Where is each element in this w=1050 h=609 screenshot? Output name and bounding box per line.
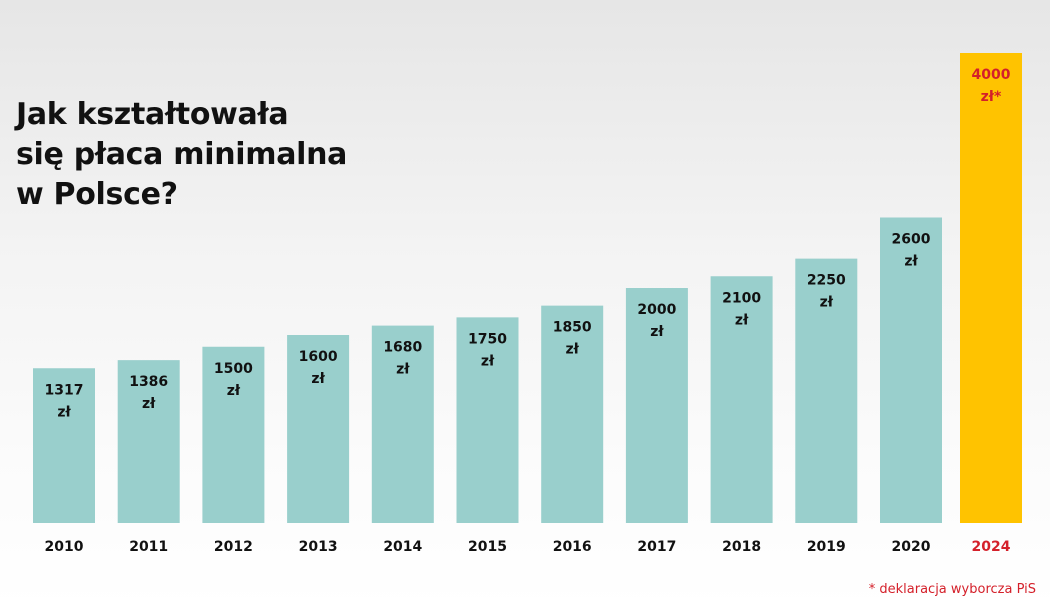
bar-value-label-2015: 1750 — [468, 331, 507, 347]
bar-unit-label-2010: zł — [57, 404, 71, 420]
chart-title: Jak kształtowała się płaca minimalna w P… — [16, 95, 347, 215]
bar-group-2017: 2000 zł 2017 — [625, 288, 688, 555]
x-tick-label-2016: 2016 — [553, 539, 592, 555]
chart-title-line-3: w Polsce? — [16, 177, 178, 212]
bar-2019 — [795, 258, 858, 523]
bar-2015 — [456, 317, 519, 523]
x-tick-label-2012: 2012 — [214, 539, 253, 555]
x-tick-label-2015: 2015 — [468, 539, 507, 555]
bar-2020 — [880, 217, 942, 523]
bar-group-2016: 1850 zł 2016 — [541, 305, 604, 555]
bar-2017 — [625, 288, 688, 523]
bar-group-2013: 1600 zł 2013 — [287, 335, 350, 555]
x-tick-label-2019: 2019 — [807, 539, 846, 555]
bar-group-2012: 1500 zł 2012 — [202, 346, 265, 555]
bar-unit-label-2012: zł — [227, 383, 241, 399]
bar-2014 — [371, 325, 434, 523]
chart-title-line-2: się płaca minimalna — [16, 137, 348, 172]
bar-value-label-2012: 1500 — [214, 361, 253, 377]
bar-group-2010: 1317 zł 2010 — [33, 368, 95, 555]
bar-value-label-2020: 2600 — [892, 232, 931, 248]
bar-2012 — [202, 346, 265, 523]
bar-value-label-2024: 4000 — [972, 67, 1011, 83]
x-tick-label-2013: 2013 — [299, 539, 338, 555]
bar-unit-label-2020: zł — [904, 254, 918, 270]
bar-unit-label-2011: zł — [142, 396, 156, 412]
bar-unit-label-2013: zł — [311, 371, 325, 387]
bar-2013 — [287, 335, 350, 523]
bar-group-2015: 1750 zł 2015 — [456, 317, 519, 555]
bar-unit-label-2017: zł — [650, 324, 664, 340]
bar-value-label-2010: 1317 — [45, 382, 84, 398]
bar-unit-label-2018: zł — [735, 312, 749, 328]
x-tick-label-2017: 2017 — [637, 539, 676, 555]
bar-value-label-2017: 2000 — [637, 302, 676, 318]
chart-title-line-1: Jak kształtowała — [16, 97, 289, 132]
bar-2016 — [541, 305, 604, 523]
bar-group-2024: 4000 zł* 2024 — [960, 53, 1022, 555]
x-tick-label-2014: 2014 — [383, 539, 422, 555]
bar-unit-label-2015: zł — [481, 353, 495, 369]
x-tick-label-2018: 2018 — [722, 539, 761, 555]
bar-group-2019: 2250 zł 2019 — [795, 258, 858, 555]
bar-value-label-2013: 1600 — [299, 349, 338, 365]
bar-2024 — [960, 53, 1022, 523]
x-tick-label-2010: 2010 — [45, 539, 84, 555]
bar-group-2018: 2100 zł 2018 — [710, 276, 773, 555]
bar-unit-label-2024: zł* — [981, 89, 1002, 105]
footnote: * deklaracja wyborcza PiS — [868, 582, 1036, 597]
bar-2010 — [33, 368, 95, 523]
bar-value-label-2018: 2100 — [722, 290, 761, 306]
bar-unit-label-2014: zł — [396, 362, 410, 378]
bar-value-label-2019: 2250 — [807, 273, 846, 289]
bar-value-label-2011: 1386 — [129, 374, 168, 390]
bar-group-2020: 2600 zł 2020 — [880, 217, 942, 555]
x-tick-label-2024: 2024 — [972, 539, 1011, 555]
bar-2011 — [117, 360, 180, 523]
bar-group-2011: 1386 zł 2011 — [117, 360, 180, 555]
bar-unit-label-2016: zł — [566, 342, 580, 358]
bar-group-2014: 1680 zł 2014 — [371, 325, 434, 555]
bar-2018 — [710, 276, 773, 523]
x-tick-label-2020: 2020 — [892, 539, 931, 555]
x-tick-label-2011: 2011 — [129, 539, 168, 555]
bar-value-label-2016: 1850 — [553, 320, 592, 336]
bar-value-label-2014: 1680 — [383, 340, 422, 356]
bar-unit-label-2019: zł — [820, 295, 834, 311]
